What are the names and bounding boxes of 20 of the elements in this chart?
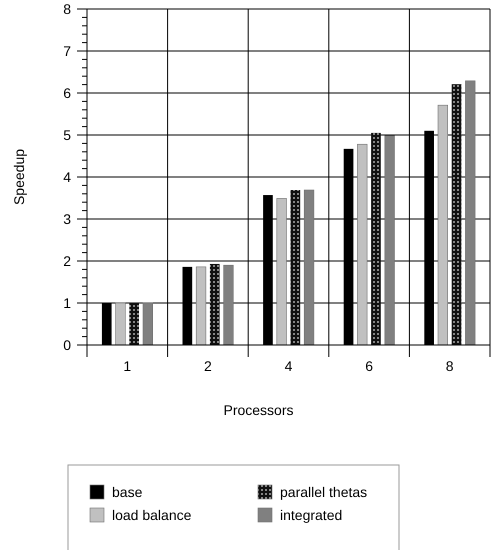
- x-tick-label: 4: [284, 358, 293, 374]
- y-tick-label: 7: [63, 42, 72, 59]
- x-tick-label: 2: [204, 358, 212, 374]
- y-tick-label: 8: [63, 0, 72, 17]
- y-tick-label: 0: [63, 336, 72, 353]
- x-tick-label: 8: [446, 358, 454, 374]
- y-tick-label: 6: [63, 84, 72, 101]
- x-axis-title: Processors: [223, 402, 294, 418]
- legend-label: parallel thetas: [280, 484, 368, 500]
- y-tick-label: 3: [63, 210, 72, 227]
- y-tick-label: 5: [63, 126, 72, 143]
- y-axis-title: Speedup: [11, 148, 27, 206]
- x-tick-label: 1: [123, 358, 132, 374]
- y-tick-label: 2: [63, 252, 72, 269]
- legend-label: integrated: [280, 506, 342, 523]
- x-tick-label: 6: [365, 358, 374, 374]
- legend-label: load balance: [112, 506, 192, 523]
- legend-label: base: [112, 484, 143, 500]
- y-tick-label: 1: [63, 294, 72, 311]
- y-tick-label: 4: [63, 168, 72, 185]
